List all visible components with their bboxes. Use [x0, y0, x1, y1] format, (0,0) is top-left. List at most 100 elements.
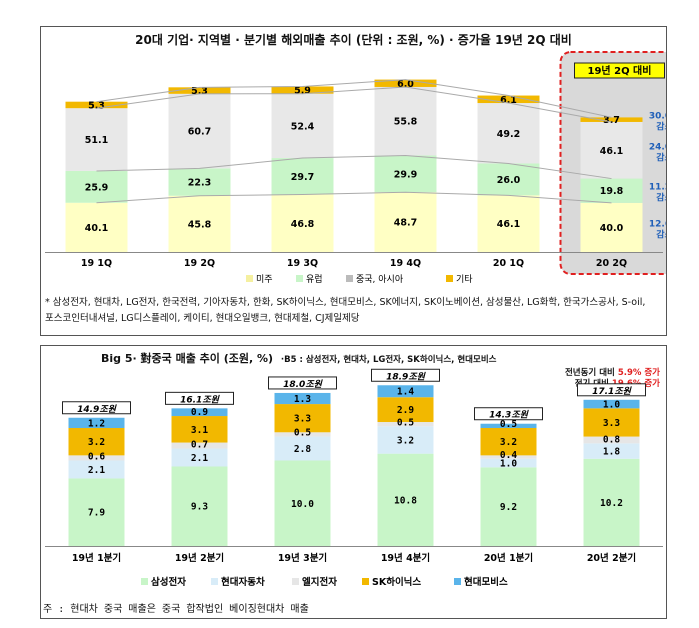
bar-중국, 아시아: [477, 103, 540, 164]
total-box: [577, 383, 646, 397]
data-label: 55.8: [394, 117, 418, 128]
bar-SK하이닉스: [274, 404, 331, 433]
legend-label: 현대모비스: [464, 576, 508, 588]
bar-기타: [65, 101, 128, 109]
data-label: 19.8: [600, 186, 624, 197]
bar-엘지전자: [583, 436, 640, 444]
legend-swatch: [296, 275, 303, 282]
total-label: 18.0조원: [283, 379, 323, 390]
data-label: 0.8: [603, 434, 620, 445]
data-label: 5.3: [88, 100, 105, 111]
highlight-label-box: [574, 62, 665, 79]
data-label: 0.5: [397, 417, 414, 428]
total-label: 16.1조원: [180, 394, 220, 405]
data-label: 3.1: [191, 425, 208, 436]
series-line-유럽: [96, 154, 612, 180]
bar-엘지전자: [171, 442, 228, 449]
legend-swatch: [141, 578, 148, 585]
annotation-rate: 24.0%: [649, 142, 666, 152]
chart2-subtitle: ·B5 : 삼성전자, 현대차, LG전자, SK하이닉스, 현대모비스: [280, 355, 497, 365]
total-box: [62, 401, 131, 415]
chart2-svg: 7.9 2.1 0.6 3.2 1.2 14.9조원 19년 1분기 9.3 2.1 0.7 3.1…: [45, 368, 663, 588]
legend-label: 삼성전자: [151, 576, 186, 588]
data-label: 6.1: [500, 95, 517, 106]
bar-SK하이닉스: [377, 397, 434, 423]
bar-유럽: [168, 168, 231, 196]
bar-SK하이닉스: [68, 428, 125, 456]
bar-기타: [271, 86, 334, 94]
bar-현대모비스: [377, 385, 434, 398]
legend-label: 기타: [456, 274, 473, 285]
bar-현대자동차: [480, 458, 537, 468]
data-label: 5.3: [191, 86, 208, 97]
bar-엘지전자: [377, 422, 434, 427]
data-label: 0.6: [88, 452, 105, 463]
data-label: 0.9: [191, 407, 208, 418]
data-label: 49.2: [497, 129, 520, 140]
bar-기타: [580, 117, 643, 122]
total-box: [371, 368, 440, 382]
bar-현대자동차: [274, 436, 331, 461]
x-tick-label: 20년 2분기: [587, 552, 636, 564]
data-label: 1.0: [500, 458, 517, 469]
data-label: 25.9: [85, 182, 108, 193]
bar-미주: [580, 202, 643, 252]
x-tick-label: 19 2Q: [184, 258, 215, 269]
x-tick-label: 19년 1분기: [72, 552, 121, 564]
total-box: [474, 407, 543, 421]
chart2-footnote: 주 : 현대차 중국 매출은 중국 합작법인 베이징현대차 매출: [43, 604, 309, 615]
bar-현대모비스: [480, 423, 537, 429]
data-label: 2.1: [88, 465, 105, 476]
data-label: 3.2: [397, 435, 414, 446]
data-label: 0.5: [294, 428, 311, 439]
data-label: 1.4: [397, 387, 414, 398]
x-tick-label: 19년 3분기: [278, 552, 327, 564]
x-tick-label: 19 3Q: [287, 258, 318, 269]
total-label: 14.3조원: [489, 410, 529, 421]
bar-SK하이닉스: [171, 416, 228, 443]
legend-swatch: [346, 275, 353, 282]
legend-label: 엘지전자: [302, 576, 337, 588]
bar-삼성전자: [274, 460, 331, 546]
bar-현대모비스: [68, 417, 125, 429]
legend-label: 미주: [256, 274, 273, 285]
legend-swatch: [446, 275, 453, 282]
annotation-text: 감소: [656, 151, 666, 163]
legend-label: SK하이닉스: [372, 576, 421, 588]
bar-유럽: [580, 178, 643, 203]
bar-엘지전자: [480, 455, 537, 459]
data-label: 46.8: [291, 219, 315, 230]
data-label: 0.5: [500, 419, 517, 430]
legend-swatch: [211, 578, 218, 585]
legend-label: 중국, 아시아: [356, 274, 404, 285]
x-tick-label: 20 2Q: [596, 258, 627, 269]
bar-현대모비스: [171, 408, 228, 417]
x-tick-label: 19년 2분기: [175, 552, 224, 564]
data-label: 0.4: [500, 450, 517, 461]
data-label: 1.0: [603, 399, 620, 410]
data-label: 5.9: [294, 86, 311, 97]
bar-삼성전자: [171, 466, 228, 546]
total-label: 18.9조원: [386, 371, 426, 382]
total-label: 17.1조원: [592, 386, 632, 397]
total-label: 14.9조원: [77, 404, 117, 415]
bar-중국, 아시아: [374, 86, 437, 156]
data-label: 2.9: [397, 405, 414, 416]
bar-중국, 아시아: [168, 93, 231, 169]
data-label: 9.2: [500, 502, 517, 513]
bar-중국, 아시아: [271, 93, 334, 159]
bar-유럽: [477, 163, 540, 196]
bar-삼성전자: [68, 478, 125, 546]
total-box: [268, 376, 337, 390]
data-label: 1.2: [88, 418, 105, 429]
chart2-title: Big 5· 對중국 매출 추이 (조원, %): [101, 352, 274, 365]
data-label: 2.1: [191, 453, 208, 464]
data-label: 2.8: [294, 444, 311, 455]
data-label: 29.9: [394, 169, 417, 180]
bar-기타: [374, 79, 437, 87]
annotation-rate: 30.0%: [649, 112, 666, 122]
data-label: 40.1: [85, 223, 108, 234]
annotation-text: 감소: [656, 121, 666, 133]
series-line-미주: [96, 191, 612, 204]
bar-삼성전자: [377, 453, 434, 546]
